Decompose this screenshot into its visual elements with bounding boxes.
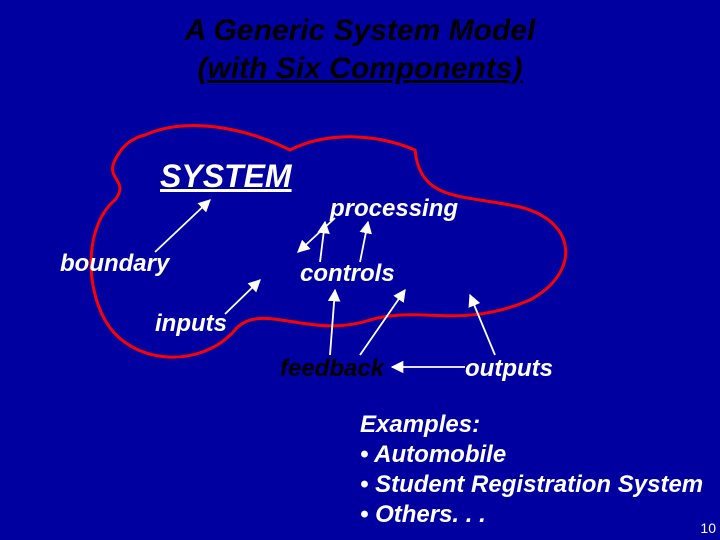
label-controls: controls	[300, 260, 395, 288]
title-line1: A Generic System Model	[185, 14, 536, 47]
examples-block: Examples: • Automobile• Student Registra…	[360, 410, 703, 530]
examples-item: • Others. . .	[360, 500, 703, 530]
arrow-processing	[298, 218, 335, 252]
arrow-outputs	[470, 295, 495, 355]
label-inputs: inputs	[155, 310, 227, 338]
examples-list: • Automobile• Student Registration Syste…	[360, 440, 703, 530]
label-outputs: outputs	[465, 355, 553, 383]
arrow-feedback	[330, 290, 335, 355]
arrow-controls	[360, 222, 368, 262]
label-feedback: feedback	[280, 355, 384, 383]
arrow-boundary	[155, 200, 210, 252]
arrow-controls	[320, 222, 325, 262]
label-system: SYSTEM	[160, 158, 292, 195]
examples-header: Examples:	[360, 410, 703, 440]
arrow-feedback	[360, 290, 405, 355]
label-processing: processing	[330, 195, 458, 223]
label-boundary: boundary	[60, 250, 169, 278]
examples-item: • Automobile	[360, 440, 703, 470]
slide-title: A Generic System Model (with Six Compone…	[0, 12, 720, 87]
title-line2: (with Six Components)	[198, 52, 523, 85]
examples-item: • Student Registration System	[360, 470, 703, 500]
slide-number: 10	[700, 520, 716, 536]
arrow-inputs	[225, 280, 260, 314]
